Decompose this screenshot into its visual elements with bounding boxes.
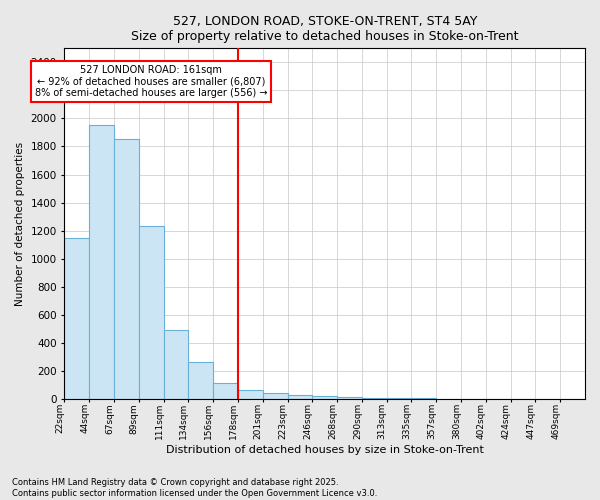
Bar <box>313 396 337 399</box>
Text: 527 LONDON ROAD: 161sqm
← 92% of detached houses are smaller (6,807)
8% of semi-: 527 LONDON ROAD: 161sqm ← 92% of detache… <box>35 65 268 98</box>
Bar <box>238 390 263 399</box>
Bar <box>213 384 238 399</box>
Bar <box>139 226 164 399</box>
Bar <box>164 330 188 399</box>
Bar <box>287 394 313 399</box>
Bar <box>188 362 213 399</box>
Bar <box>89 126 114 399</box>
Bar <box>362 398 386 399</box>
X-axis label: Distribution of detached houses by size in Stoke-on-Trent: Distribution of detached houses by size … <box>166 445 484 455</box>
Bar <box>386 398 412 399</box>
Bar <box>114 140 139 399</box>
Bar <box>64 238 89 399</box>
Bar <box>263 392 287 399</box>
Bar <box>337 397 362 399</box>
Y-axis label: Number of detached properties: Number of detached properties <box>15 142 25 306</box>
Text: Contains HM Land Registry data © Crown copyright and database right 2025.
Contai: Contains HM Land Registry data © Crown c… <box>12 478 377 498</box>
Title: 527, LONDON ROAD, STOKE-ON-TRENT, ST4 5AY
Size of property relative to detached : 527, LONDON ROAD, STOKE-ON-TRENT, ST4 5A… <box>131 15 518 43</box>
